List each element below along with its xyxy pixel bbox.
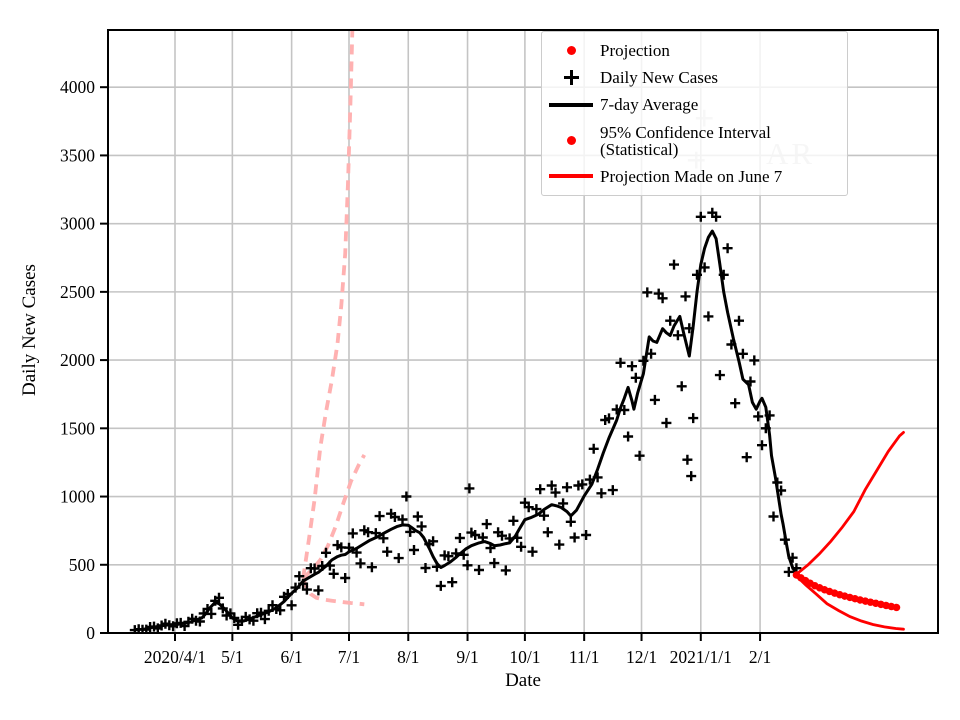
y-tick-label: 2500 xyxy=(60,282,95,302)
x-tick-label: 11/1 xyxy=(569,647,599,667)
confidence-interval-line xyxy=(795,574,905,631)
projection-dots xyxy=(792,571,906,613)
x-tick-label: 2021/1/1 xyxy=(670,647,732,667)
legend-item: 7-day Average xyxy=(542,96,847,113)
red-dot-icon xyxy=(542,46,600,56)
black-line-icon xyxy=(542,102,600,107)
y-tick-label: 1000 xyxy=(60,487,95,507)
x-tick-label: 10/1 xyxy=(509,647,540,667)
confidence-interval-line xyxy=(795,431,905,576)
legend: Projection Daily New Cases 7-day Average 95… xyxy=(541,31,848,196)
x-axis-label: Date xyxy=(505,670,541,691)
y-tick-label: 3000 xyxy=(60,214,95,234)
x-tick-label: 6/1 xyxy=(280,647,302,667)
x-tick-label: 9/1 xyxy=(456,647,478,667)
x-tick-label: 12/1 xyxy=(626,647,657,667)
legend-label: Projection xyxy=(600,41,670,61)
y-tick-label: 1500 xyxy=(60,418,95,438)
red-dot-icon xyxy=(542,136,600,146)
legend-item: Projection xyxy=(542,42,847,59)
plot-area xyxy=(129,30,906,633)
x-tick-label: 2/1 xyxy=(749,647,771,667)
plus-marker-icon xyxy=(542,70,600,86)
axis-ticks: 2020/4/1 5/1 6/1 7/1 8/1 9/1 10/1 11/1 12/1 2021/… xyxy=(60,77,771,667)
y-tick-label: 3500 xyxy=(60,145,95,165)
y-axis-label: Daily New Cases xyxy=(19,264,40,396)
x-tick-label: 8/1 xyxy=(397,647,419,667)
legend-item: Projection Made on June 7 xyxy=(542,168,847,185)
legend-item: Daily New Cases xyxy=(542,69,847,86)
plot-border xyxy=(107,29,939,634)
y-tick-label: 4000 xyxy=(60,77,95,97)
y-tick-label: 0 xyxy=(86,623,95,643)
legend-label: 7-day Average xyxy=(600,95,699,115)
y-tick-label: 500 xyxy=(69,555,96,575)
seven-day-average-line xyxy=(142,229,798,632)
x-tick-label: 2020/4/1 xyxy=(144,647,206,667)
x-tick-label: 7/1 xyxy=(338,647,360,667)
red-line-icon xyxy=(542,174,600,179)
legend-label: 95% Confidence Interval (Statistical) xyxy=(600,122,771,159)
legend-label: Projection Made on June 7 xyxy=(600,166,783,186)
june7-projection-line xyxy=(301,577,365,607)
june7-projection-line xyxy=(301,30,355,579)
legend-item: 95% Confidence Interval (Statistical) xyxy=(542,124,847,158)
y-tick-label: 2000 xyxy=(60,350,95,370)
legend-label: Daily New Cases xyxy=(600,68,719,88)
x-tick-label: 5/1 xyxy=(221,647,243,667)
